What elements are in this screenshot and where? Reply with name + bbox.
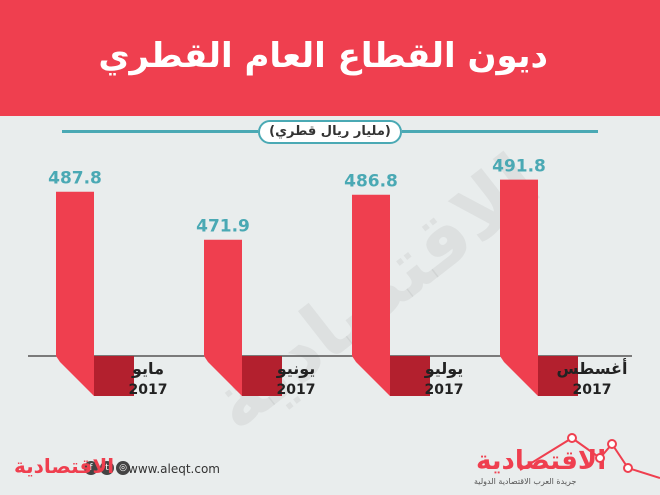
header-banner (0, 0, 660, 116)
divider-left (62, 130, 258, 133)
footer-logo-right: الاقتصادية (476, 446, 607, 476)
bar-value-label: 491.8 (492, 157, 546, 177)
instagram-icon[interactable]: ◎ (116, 461, 130, 475)
bar-value-label: 471.9 (196, 217, 250, 237)
bar-shadow (538, 356, 578, 396)
bar (204, 239, 242, 396)
category-label: مايو (131, 359, 164, 378)
footer-logo-left: الاقتصادية (14, 454, 115, 478)
divider-right (402, 130, 598, 133)
category-label: يونيو (276, 359, 316, 378)
bar-shadow (390, 356, 430, 396)
twitter-icon[interactable]: t (100, 461, 114, 475)
footer-logo-subtitle: جريدة العرب الاقتصادية الدولية (474, 477, 577, 486)
bar (56, 191, 94, 396)
bar-value-label: 486.8 (344, 172, 398, 192)
year-label: 2017 (277, 382, 316, 398)
year-label: 2017 (425, 382, 464, 398)
category-label: أغسطس (557, 358, 628, 378)
category-label: يوليو (424, 359, 464, 378)
website-link[interactable]: www.aleqt.com (128, 462, 220, 476)
year-label: 2017 (573, 382, 612, 398)
facebook-icon[interactable]: f (84, 461, 98, 475)
chart-title: ديون القطاع العام القطري (98, 36, 548, 76)
bar (352, 194, 390, 396)
bar (500, 179, 538, 396)
year-label: 2017 (129, 382, 168, 398)
unit-label: (مليار ريال قطري) (258, 120, 402, 144)
bar-shadow (94, 356, 134, 396)
bar-shadow (242, 356, 282, 396)
bar-value-label: 487.8 (48, 169, 102, 189)
